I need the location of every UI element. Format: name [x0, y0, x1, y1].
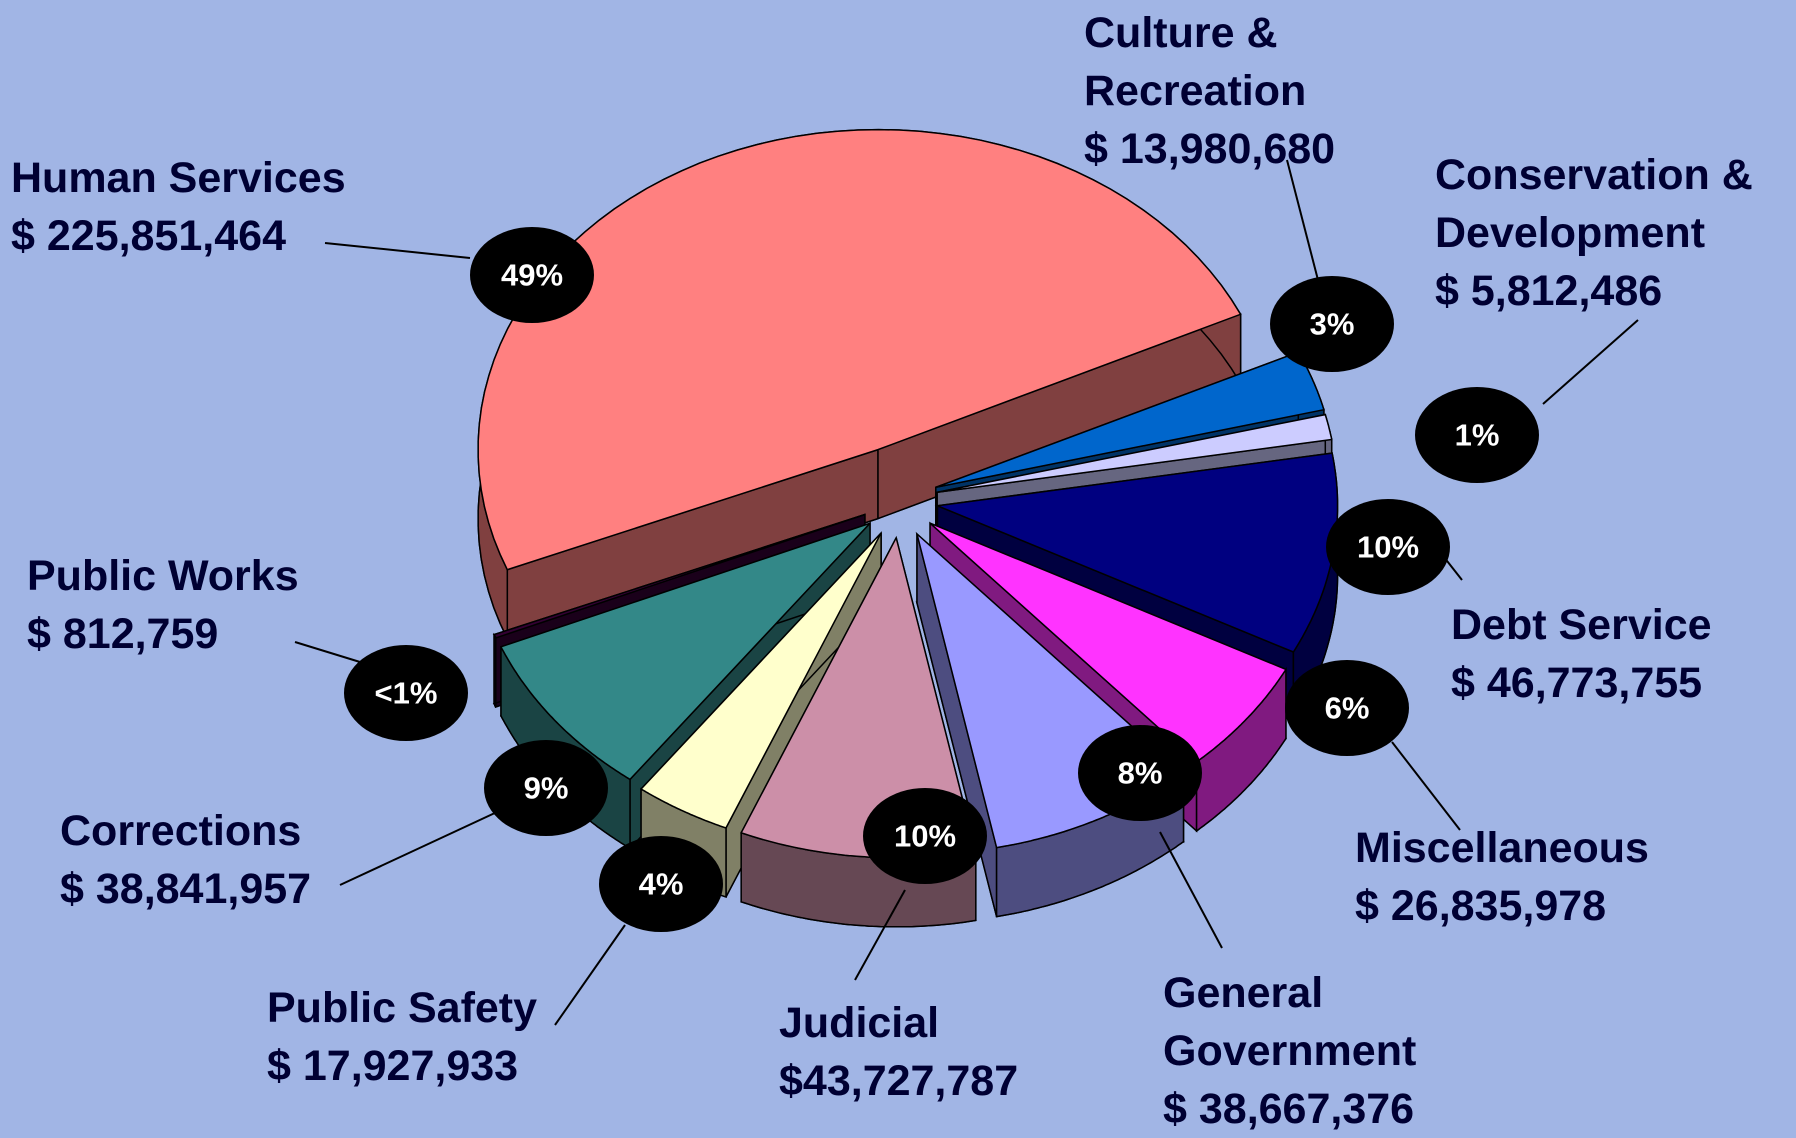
category-name: Culture & Recreation: [1084, 9, 1307, 115]
category-name: General Government: [1163, 969, 1417, 1075]
slice-label: Debt Service $ 46,773,755: [1451, 596, 1712, 712]
slice-label: Culture & Recreation $ 13,980,680: [1084, 4, 1384, 178]
percent-badge: [599, 836, 723, 932]
percent-badge: [1270, 276, 1394, 372]
percent-badge: [1415, 387, 1539, 483]
category-name: Miscellaneous: [1355, 824, 1649, 872]
leader-line: [1159, 831, 1223, 949]
percent-label: 49%: [501, 258, 563, 293]
value-label: $ 26,835,978: [1355, 882, 1607, 930]
category-name: Debt Service: [1451, 601, 1712, 649]
value-label: $ 5,812,486: [1435, 267, 1663, 315]
slice: [499, 522, 871, 781]
category-name: Public Works: [27, 552, 299, 600]
slice-label: Public Works $ 812,759: [27, 547, 299, 663]
slice-group: [477, 128, 1242, 640]
slice-rim: [493, 632, 497, 708]
value-label: $ 17,927,933: [267, 1042, 519, 1090]
category-name: Judicial: [779, 999, 940, 1047]
percent-label: <1%: [375, 676, 438, 711]
value-label: $ 38,841,957: [60, 865, 312, 913]
percent-label: 4%: [639, 867, 684, 902]
percent-label: 6%: [1325, 691, 1370, 726]
value-label: $ 13,980,680: [1084, 125, 1336, 173]
slice-label: Public Safety $ 17,927,933: [267, 979, 537, 1095]
leader-line: [1286, 159, 1319, 281]
slice-label: Corrections $ 38,841,957: [60, 802, 311, 918]
slice-label: Miscellaneous $ 26,835,978: [1355, 819, 1649, 935]
value-label: $ 38,667,376: [1163, 1085, 1415, 1133]
category-name: Public Safety: [267, 984, 538, 1032]
percent-badge: [1285, 660, 1409, 756]
value-label: $ 225,851,464: [11, 212, 286, 260]
percent-label: 10%: [894, 819, 956, 854]
slice: [492, 513, 866, 639]
percent-badge: [1326, 499, 1450, 595]
percent-label: 8%: [1118, 756, 1163, 791]
value-label: $ 812,759: [27, 610, 219, 658]
leader-line: [854, 889, 906, 981]
percent-badge: [1078, 725, 1202, 821]
category-name: Conservation & Development: [1435, 151, 1753, 257]
leader-line: [324, 242, 471, 259]
percent-badge: [344, 645, 468, 741]
percent-badge: [470, 227, 594, 323]
slice-label: General Government $ 38,667,376: [1163, 964, 1483, 1138]
leader-line: [1542, 319, 1639, 405]
percent-label: 9%: [524, 771, 569, 806]
percent-label: 10%: [1357, 530, 1419, 565]
percent-badge: [484, 740, 608, 836]
slice-label: Human Services $ 225,851,464: [11, 149, 346, 265]
slice: [477, 128, 1242, 571]
slice: [929, 522, 1287, 763]
percent-label: 1%: [1455, 418, 1500, 453]
leader-line: [554, 924, 626, 1026]
percent-label: 3%: [1310, 307, 1355, 342]
value-label: $43,727,787: [779, 1057, 1019, 1105]
value-label: $ 46,773,755: [1451, 659, 1703, 707]
leader-line: [339, 811, 498, 886]
leader-line: [294, 641, 361, 663]
slice: [639, 532, 882, 829]
percent-badge: [863, 788, 987, 884]
slice: [937, 413, 1333, 494]
leader-line: [1391, 741, 1461, 831]
category-name: Human Services: [11, 154, 346, 202]
category-name: Corrections: [60, 807, 302, 855]
slice-label: Conservation & Development $ 5,812,486: [1435, 146, 1796, 320]
slice-label: Judicial $43,727,787: [779, 994, 1018, 1110]
